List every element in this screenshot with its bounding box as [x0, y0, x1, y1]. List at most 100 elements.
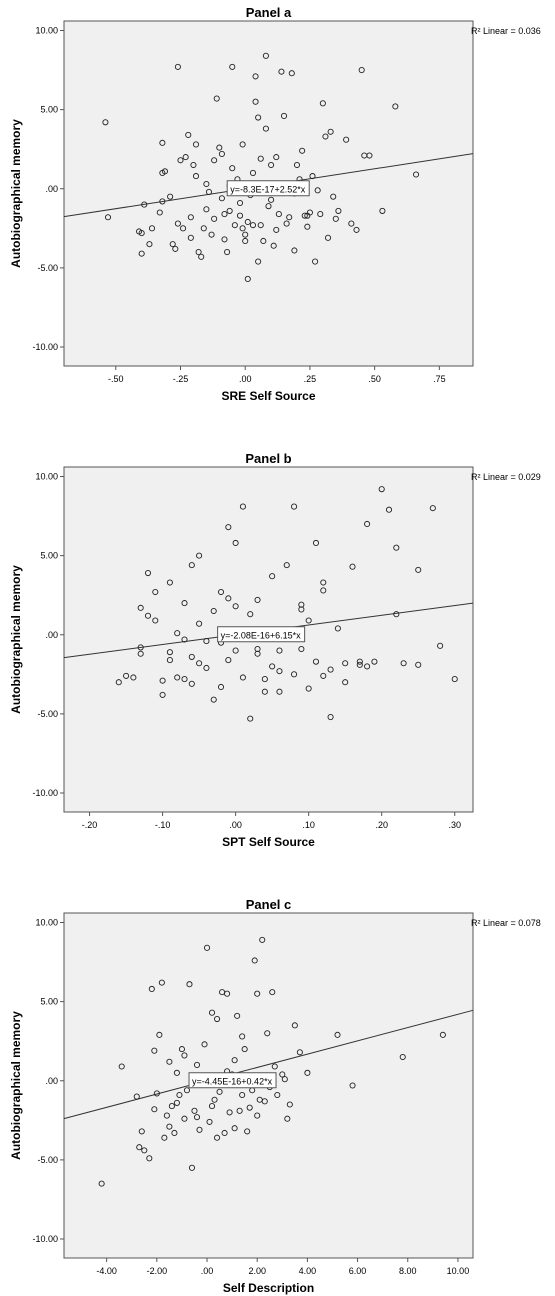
data-point	[152, 617, 159, 624]
data-point	[211, 215, 218, 222]
data-point	[269, 989, 276, 996]
data-point	[348, 220, 355, 227]
data-point	[293, 161, 301, 169]
data-point	[156, 1031, 163, 1038]
x-tick-label: .30	[448, 820, 461, 830]
data-point	[254, 645, 261, 653]
data-point	[283, 220, 290, 227]
data-point	[174, 220, 181, 227]
y-tick-label: -10.00	[32, 342, 58, 352]
data-point	[415, 661, 422, 668]
data-point	[168, 1103, 175, 1110]
x-tick-label: -.25	[173, 374, 189, 384]
data-point	[166, 1123, 173, 1130]
data-point	[156, 209, 163, 216]
data-point	[242, 231, 249, 238]
data-point	[196, 660, 203, 667]
data-point	[399, 1053, 406, 1061]
x-tick-label: -.50	[108, 374, 124, 384]
data-point	[327, 666, 334, 673]
data-point	[210, 607, 217, 615]
y-tick-label: 5.00	[40, 997, 58, 1007]
data-point	[221, 1129, 228, 1137]
data-point	[268, 161, 275, 169]
data-point	[159, 677, 166, 684]
equation-label: y=-4.45E-16+0.42*x	[192, 1076, 273, 1086]
data-point	[319, 100, 326, 107]
data-point	[181, 1115, 188, 1122]
data-point	[118, 1063, 125, 1070]
data-point	[177, 157, 184, 164]
data-point	[201, 1041, 208, 1048]
data-point	[247, 611, 254, 618]
chart-title: Panel b	[245, 451, 291, 466]
data-point	[239, 141, 246, 148]
data-point	[198, 253, 205, 260]
data-point	[159, 169, 166, 176]
data-point	[276, 668, 283, 675]
data-point	[176, 1091, 183, 1099]
data-point	[174, 63, 181, 70]
y-axis-label: Autobiographical memory	[9, 119, 23, 268]
data-point	[210, 696, 217, 703]
data-point	[252, 98, 259, 105]
data-point	[181, 600, 188, 607]
data-point	[144, 569, 152, 577]
data-point	[98, 1180, 105, 1187]
data-point	[192, 173, 200, 180]
data-point	[275, 211, 282, 218]
x-tick-label: -2.00	[147, 1266, 168, 1276]
data-point	[279, 1071, 286, 1078]
data-point	[270, 242, 277, 249]
data-point	[123, 672, 130, 679]
data-point	[322, 133, 329, 140]
y-tick-label: .00	[45, 1076, 58, 1086]
data-point	[364, 520, 371, 528]
data-point	[379, 207, 386, 214]
x-tick-label: .25	[304, 374, 317, 384]
data-point	[288, 70, 295, 77]
equation-box	[188, 1072, 277, 1089]
data-point	[249, 169, 257, 176]
data-point	[137, 650, 144, 657]
y-tick-label: 5.00	[40, 105, 58, 115]
data-point	[244, 1128, 251, 1135]
data-point	[265, 203, 272, 210]
data-point	[298, 645, 305, 653]
data-point	[254, 650, 261, 657]
data-point	[280, 112, 288, 120]
data-point	[429, 505, 436, 512]
r2-label: R² Linear = 0.078	[471, 918, 541, 928]
data-point	[195, 249, 202, 256]
data-point	[298, 606, 305, 613]
data-point	[330, 193, 337, 200]
data-point	[136, 1144, 143, 1151]
data-point	[305, 685, 312, 692]
data-point	[224, 990, 231, 997]
data-point	[291, 1022, 298, 1029]
y-tick-label: -5.00	[37, 709, 58, 719]
data-point	[366, 152, 373, 159]
data-point	[208, 231, 215, 238]
data-point	[130, 674, 137, 681]
data-point	[291, 671, 298, 678]
equation-label: y=-8.3E-17+2.52*x	[230, 184, 306, 194]
data-point	[137, 604, 144, 611]
data-point	[244, 275, 251, 283]
data-point	[274, 1091, 281, 1099]
data-point	[151, 1047, 158, 1054]
data-point	[286, 214, 293, 221]
data-point	[137, 644, 144, 651]
data-point	[392, 103, 399, 110]
data-point	[173, 1099, 180, 1106]
data-point	[334, 1031, 341, 1038]
data-point	[144, 612, 152, 619]
data-point	[254, 990, 261, 997]
data-point	[102, 119, 109, 126]
data-point	[301, 212, 308, 219]
data-point	[232, 647, 239, 654]
x-tick-label: .75	[433, 374, 446, 384]
data-point	[225, 657, 232, 664]
x-tick-label: .10	[302, 820, 315, 830]
